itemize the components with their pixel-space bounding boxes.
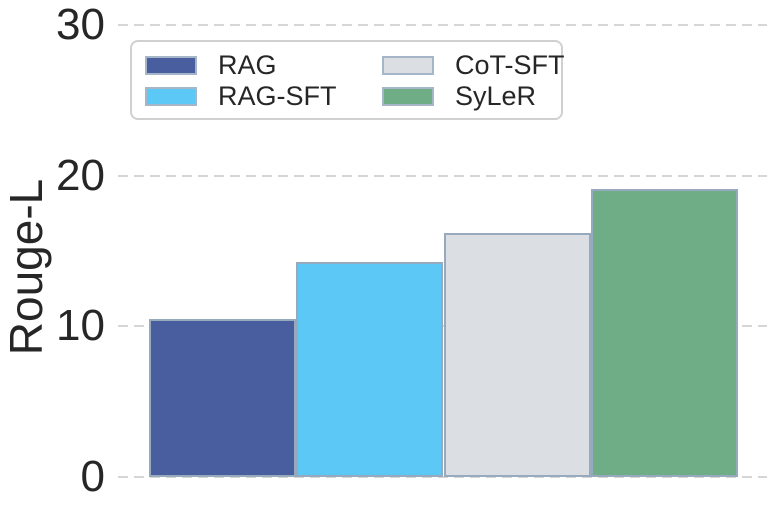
y-tick-label-10: 10 <box>56 301 105 351</box>
legend-swatch-cot-sft <box>382 56 434 75</box>
legend: RAG RAG-SFT CoT-SFT SyLeR <box>130 40 565 120</box>
legend-swatch-rag-sft <box>145 87 197 106</box>
legend-item-rag-sft: RAG-SFT <box>145 81 382 112</box>
legend-label-syler: SyLeR <box>455 81 537 111</box>
bar-rag-sft <box>296 262 443 477</box>
legend-swatch-rag <box>145 56 197 75</box>
y-tick-label-20: 20 <box>56 150 105 200</box>
legend-label-cot-sft: CoT-SFT <box>455 50 565 80</box>
legend-item-syler: SyLeR <box>382 81 565 112</box>
legend-item-cot-sft: CoT-SFT <box>382 50 565 81</box>
gridline-30 <box>118 24 767 26</box>
bar-cot-sft <box>444 233 591 477</box>
legend-label-rag-sft: RAG-SFT <box>218 81 337 111</box>
gridline-0 <box>118 476 767 478</box>
legend-swatch-syler <box>382 87 434 106</box>
gridline-20 <box>118 174 767 177</box>
bar-syler <box>591 189 738 477</box>
y-tick-label-0: 0 <box>80 452 105 501</box>
legend-label-rag: RAG <box>218 50 277 80</box>
bar-rag <box>149 319 296 477</box>
legend-item-rag: RAG <box>145 50 382 81</box>
y-tick-label-30: 30 <box>56 0 105 49</box>
